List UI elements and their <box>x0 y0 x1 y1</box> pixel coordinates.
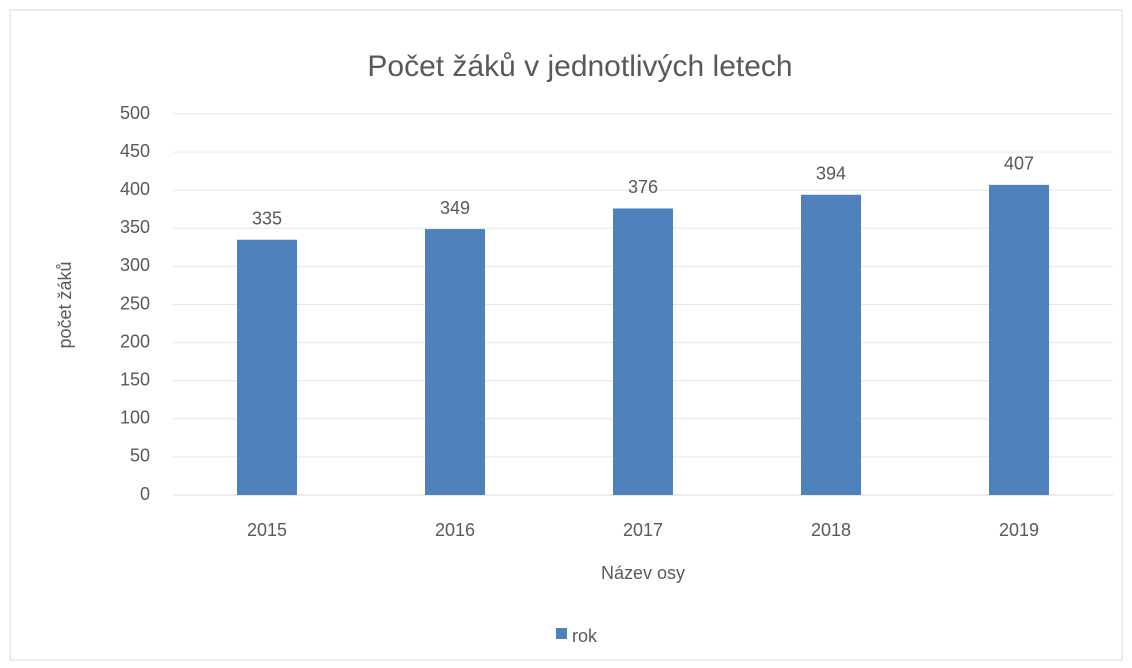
data-label: 335 <box>252 208 282 228</box>
bar <box>613 208 673 495</box>
y-tick-label: 300 <box>120 255 150 275</box>
legend-swatch <box>556 628 567 639</box>
legend-label: rok <box>572 626 598 646</box>
y-tick-label: 400 <box>120 179 150 199</box>
data-label: 407 <box>1004 154 1034 174</box>
y-tick-label: 500 <box>120 103 150 123</box>
y-tick-label: 450 <box>120 141 150 161</box>
y-tick-label: 50 <box>130 446 150 466</box>
data-label: 349 <box>440 198 470 218</box>
bar <box>237 239 297 495</box>
x-tick-label: 2017 <box>623 520 663 540</box>
y-tick-label: 350 <box>120 217 150 237</box>
x-tick-label: 2016 <box>435 520 475 540</box>
x-tick-label: 2018 <box>811 520 851 540</box>
data-label: 394 <box>816 164 846 184</box>
y-tick-label: 100 <box>120 408 150 428</box>
data-label: 376 <box>628 177 658 197</box>
y-axis-title: počet žáků <box>55 261 75 348</box>
bar <box>989 184 1049 495</box>
chart-border <box>9 9 1123 661</box>
x-tick-label: 2015 <box>247 520 287 540</box>
y-tick-label: 250 <box>120 293 150 313</box>
x-tick-label: 2019 <box>999 520 1039 540</box>
bar <box>801 194 861 495</box>
x-axis-title: Název osy <box>601 563 685 583</box>
chart-title: Počet žáků v jednotlivých letech <box>367 50 792 83</box>
y-tick-label: 0 <box>140 484 150 504</box>
bar <box>425 229 485 495</box>
y-tick-label: 150 <box>120 369 150 389</box>
y-tick-label: 200 <box>120 331 150 351</box>
